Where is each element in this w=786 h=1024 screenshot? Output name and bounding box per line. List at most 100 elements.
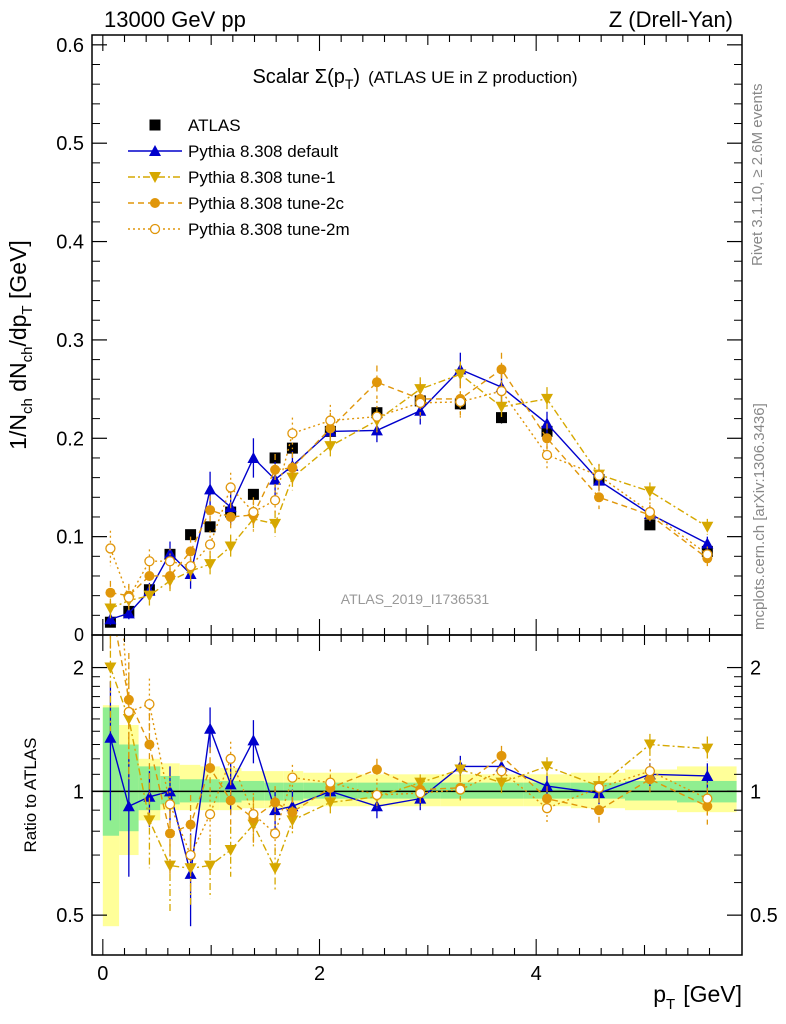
xtick-label: 0 [97,963,108,985]
xtick-label: 4 [531,963,542,985]
main-ylabel: 1/Nch dNch/dpT [GeV] [5,240,36,450]
main-point [701,537,714,549]
main-point [204,559,217,571]
main-point [644,506,656,518]
ratio-frame [91,634,743,956]
ratio-point [104,662,117,674]
ratio-point [106,445,115,454]
ratio-point [371,789,383,801]
legend-label: Pythia 8.308 tune-2m [188,220,350,239]
main-point [247,488,259,500]
main-point [455,396,466,408]
ratio-point [225,753,236,764]
main-series-1 [104,352,714,626]
main-point [144,570,155,581]
main-line [110,368,708,620]
ratio-point [164,799,176,810]
ratio-point [269,828,281,839]
main-point [454,369,467,381]
ratio-point [204,860,217,872]
legend-entry: ATLAS [149,116,241,135]
legend-entry: Pythia 8.308 tune-1 [128,168,335,187]
main-point [594,492,604,503]
main-line [110,368,708,597]
ratio-point [454,764,467,776]
main-point [164,556,176,567]
ratio-point [204,722,217,734]
header-right: Z (Drell-Yan) [609,7,733,32]
legend-label: Pythia 8.308 tune-2c [188,194,344,213]
ratio-point [325,777,336,788]
ratio-point [541,780,553,792]
ratio-point [415,787,426,799]
ratio-point [143,815,156,827]
ratio-point [702,793,713,804]
main-point [287,428,298,439]
legend-marker [149,119,161,131]
main-point [269,518,282,530]
ratio-point [144,739,155,750]
main-point [104,613,117,625]
main-point [204,483,217,495]
main-point [541,393,553,405]
ratio-ytick-label-right: 1 [750,781,761,803]
main-ytick-label: 0.6 [56,35,84,57]
main-point [541,449,553,461]
main-point [325,415,336,426]
main-point [204,521,216,533]
main-panel: 0.1 0.2 0.3 0.4 0.5 0.6 0 [56,34,743,645]
main-point [324,441,337,453]
main-point [287,462,298,473]
main-point [496,364,507,375]
legend-entry: Pythia 8.308 tune-2m [128,220,350,239]
main-point [185,529,197,541]
ratio-point [269,863,282,875]
main-point [144,556,155,567]
ratio-point [248,809,259,820]
main-point [542,433,552,444]
main-point [325,423,336,434]
ratio-point [205,762,216,773]
ratio-point [204,809,216,820]
ratio-point [701,743,714,755]
main-point [205,505,216,516]
main-point [105,587,116,598]
ratio-point [287,807,298,818]
main-point [248,506,259,518]
legend-label: ATLAS [188,116,241,135]
ratio-point [701,769,714,781]
xtick-label: 2 [314,963,325,985]
ratio-point [594,805,604,816]
ratio-point [541,761,553,773]
main-point [224,541,237,553]
main-point [185,560,196,572]
ratio-point [144,698,155,710]
ratio-point [371,764,382,775]
ratio-point [541,803,553,814]
main-point [701,521,714,533]
legend-marker [150,198,160,208]
main-point [541,417,553,429]
legend-marker [149,172,161,183]
main-point [496,412,507,424]
legend-marker [149,145,161,156]
main-line [109,390,708,600]
ratio-point [123,706,134,718]
ratio-point [104,731,117,743]
rivet-label: Rivet 3.1.10, ≥ 2.6M events [749,84,766,267]
legend-label: Pythia 8.308 tune-1 [188,168,335,187]
legend: ATLAS Pythia 8.308 default Pythia 8.308 tu… [128,116,350,239]
main-point [270,464,281,475]
ratio-point [123,694,134,705]
main-series-2 [104,361,714,619]
main-ytick-zero: 0 [74,625,84,645]
main-point [415,397,426,409]
main-point [643,486,656,498]
ratio-series-3 [106,445,713,892]
main-point [164,547,176,559]
ratio-point [225,795,236,806]
ratio-point [495,777,508,789]
ratio-point [593,782,605,793]
ratio-point [496,750,507,761]
